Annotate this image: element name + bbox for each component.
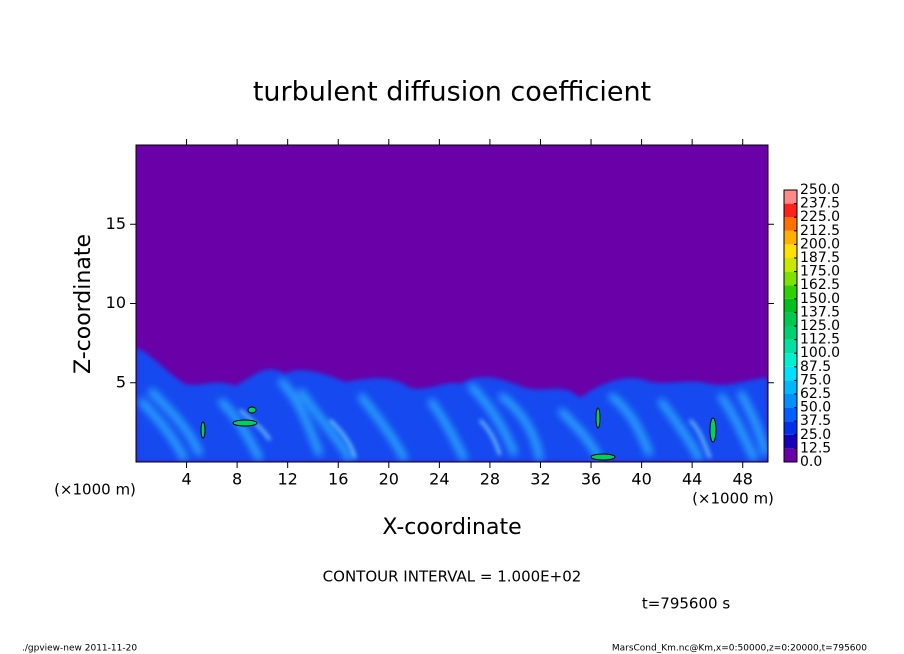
colorbar-band bbox=[784, 312, 797, 326]
colorbar-label: 25.0 bbox=[800, 427, 831, 443]
colorbar-label: 75.0 bbox=[800, 372, 831, 388]
colorbar-label: 237.5 bbox=[800, 196, 840, 212]
colorbar-band bbox=[784, 353, 797, 367]
x-tick-label: 16 bbox=[328, 470, 348, 489]
x-tick-label: 12 bbox=[278, 470, 298, 489]
x-tick-label: 24 bbox=[429, 470, 449, 489]
x-tick-label: 28 bbox=[480, 470, 500, 489]
x-tick-label: 48 bbox=[733, 470, 753, 489]
colorbar-label: 175.0 bbox=[800, 264, 840, 280]
colorbar-band bbox=[784, 190, 797, 204]
x-tick-label: 36 bbox=[581, 470, 601, 489]
colorbar-label: 62.5 bbox=[800, 386, 831, 402]
colorbar-label: 87.5 bbox=[800, 359, 831, 375]
x-tick-label: 32 bbox=[530, 470, 550, 489]
colorbar-band bbox=[784, 217, 797, 231]
colorbar-band bbox=[784, 421, 797, 435]
y-unit: (×1000 m) bbox=[54, 481, 136, 499]
footer-left: ./gpview-new 2011-11-20 bbox=[22, 644, 137, 654]
x-tick-label: 8 bbox=[232, 470, 242, 489]
colorbar-band bbox=[784, 407, 797, 422]
colorbar-label: 50.0 bbox=[800, 400, 831, 416]
colorbar-label: 162.5 bbox=[800, 277, 840, 293]
colorbar-band bbox=[784, 380, 797, 394]
colorbar-band bbox=[784, 271, 797, 286]
colorbar-band bbox=[784, 298, 797, 313]
colorbar-label: 37.5 bbox=[800, 413, 831, 429]
colorbar-band bbox=[784, 434, 797, 449]
x-axis-label: X-coordinate bbox=[382, 515, 521, 540]
colorbar-label: 212.5 bbox=[800, 223, 840, 239]
colorbar-label: 150.0 bbox=[800, 291, 840, 307]
colorbar-label: 125.0 bbox=[800, 318, 840, 334]
colorbar-label: 100.0 bbox=[800, 345, 840, 361]
footer-right: MarsCond_Km.nc@Km,x=0:50000,z=0:20000,t=… bbox=[612, 644, 867, 654]
colorbar-label: 0.0 bbox=[800, 454, 822, 470]
annotation: CONTOUR INTERVAL = 1.000E+02 bbox=[323, 568, 582, 586]
colorbar-label: 112.5 bbox=[800, 332, 840, 348]
y-tick-label: 10 bbox=[106, 293, 126, 312]
x-tick-label: 4 bbox=[181, 470, 191, 489]
time-label: t=795600 s bbox=[642, 595, 730, 613]
chart-title: turbulent diffusion coefficient bbox=[253, 77, 651, 108]
colorbar-band bbox=[784, 203, 797, 218]
x-tick-label: 20 bbox=[379, 470, 399, 489]
colorbar-band bbox=[784, 285, 797, 299]
y-tick-label: 5 bbox=[116, 372, 126, 391]
x-tick-label: 44 bbox=[682, 470, 702, 489]
colorbar-band bbox=[784, 258, 797, 272]
x-tick-label: 40 bbox=[631, 470, 651, 489]
colorbar-band bbox=[784, 326, 797, 340]
colorbar-label: 137.5 bbox=[800, 304, 840, 320]
colorbar-label: 250.0 bbox=[800, 182, 840, 198]
colorbar-label: 225.0 bbox=[800, 209, 840, 225]
y-tick-label: 15 bbox=[106, 214, 126, 233]
colorbar-band bbox=[784, 230, 797, 245]
colorbar-label: 200.0 bbox=[800, 236, 840, 252]
colorbar-band bbox=[784, 339, 797, 354]
y-axis-label: Z-coordinate bbox=[71, 234, 96, 374]
colorbar-band bbox=[784, 448, 797, 462]
turbulent-layer bbox=[136, 348, 768, 462]
x-unit: (×1000 m) bbox=[692, 490, 774, 508]
colorbar-band bbox=[784, 244, 797, 258]
colorbar-label: 187.5 bbox=[800, 250, 840, 266]
colorbar-label: 12.5 bbox=[800, 440, 831, 456]
colorbar-band bbox=[784, 394, 797, 408]
colorbar-band bbox=[784, 366, 797, 381]
